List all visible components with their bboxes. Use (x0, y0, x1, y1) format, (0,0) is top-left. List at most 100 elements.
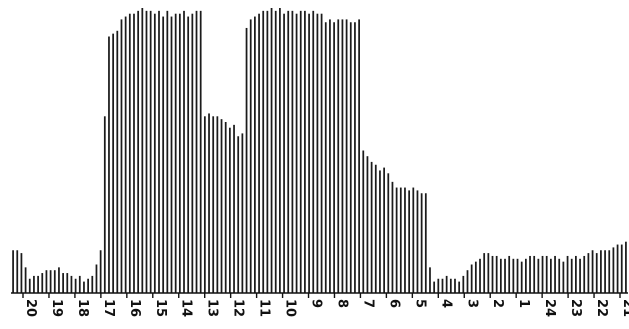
bar-127 (541, 255, 544, 293)
bar-123 (524, 258, 527, 293)
bar-146 (620, 244, 623, 293)
bar-129 (550, 258, 552, 293)
bar-25 (116, 30, 119, 294)
bar-110 (470, 264, 473, 293)
bar-20 (95, 264, 98, 293)
bar-118 (504, 258, 506, 293)
bar-46 (203, 116, 206, 293)
tick-label-20: 20 (23, 299, 38, 317)
bar-42 (187, 16, 190, 294)
bar-8 (45, 270, 48, 293)
bar-111 (474, 261, 477, 293)
x-axis-ticks (22, 293, 621, 298)
x-axis-tick-labels: 20 19 18 17 16 15 14 13 12 11 10 9 8 7 6 5 4 3 2 1 24 23 22 21 (23, 299, 629, 317)
bar-51 (224, 122, 227, 293)
bar-66 (287, 10, 290, 293)
bar-77 (333, 22, 335, 293)
bar-11 (58, 267, 60, 293)
bar-27 (124, 16, 127, 294)
bar-16 (78, 275, 81, 293)
bar-71 (308, 13, 310, 293)
bar-40 (178, 13, 181, 293)
bar-136 (579, 258, 581, 293)
bar-103 (441, 278, 444, 293)
bar-5 (33, 275, 35, 293)
bar-132 (562, 261, 565, 293)
bar-89 (383, 167, 385, 293)
bar-33 (149, 10, 152, 293)
bar-24 (112, 33, 115, 294)
tick-label-17: 17 (101, 299, 116, 317)
bar-36 (162, 16, 165, 294)
tick-label-1: 1 (516, 299, 531, 308)
bar-107 (458, 281, 461, 293)
bar-23 (108, 36, 110, 293)
bar-86 (370, 161, 373, 293)
bar-59 (258, 13, 260, 293)
tick-label-4: 4 (438, 299, 453, 308)
bar-101 (433, 281, 436, 293)
bar-41 (183, 10, 185, 293)
bar-30 (137, 10, 140, 293)
bar-0 (12, 250, 14, 293)
bar-39 (174, 13, 177, 293)
bar-133 (566, 255, 569, 293)
bar-81 (349, 22, 352, 293)
bar-31 (141, 8, 144, 293)
bar-57 (249, 19, 252, 294)
bar-61 (266, 10, 269, 293)
bar-21 (99, 250, 102, 293)
bar-44 (195, 10, 198, 293)
tick-label-8: 8 (334, 299, 349, 308)
bar-108 (462, 275, 465, 293)
bar-120 (512, 258, 515, 293)
bar-85 (366, 156, 369, 293)
bar-53 (233, 124, 235, 293)
bar-29 (133, 13, 135, 293)
bar-14 (70, 275, 73, 293)
bar-119 (508, 255, 511, 293)
tick-label-18: 18 (75, 299, 90, 317)
bar-121 (516, 258, 519, 293)
bar-144 (612, 247, 615, 293)
bar-12 (62, 273, 64, 293)
bar-87 (374, 164, 377, 293)
bar-106 (454, 278, 456, 293)
bar-63 (274, 10, 277, 293)
bar-52 (228, 127, 231, 293)
bar-54 (237, 136, 240, 293)
bar-128 (545, 255, 548, 293)
bar-74 (320, 13, 323, 293)
bar-130 (554, 255, 556, 293)
tick-label-19: 19 (49, 299, 64, 317)
bar-48 (212, 116, 215, 293)
bar-45 (199, 10, 202, 293)
bar-142 (604, 250, 606, 293)
bar-131 (558, 258, 561, 293)
tick-label-12: 12 (231, 299, 246, 317)
tick-label-22: 22 (594, 299, 609, 317)
bars-group (12, 8, 627, 294)
bar-88 (379, 170, 381, 293)
bar-10 (53, 270, 56, 293)
bar-116 (495, 255, 498, 293)
tick-label-10: 10 (283, 299, 298, 317)
bar-139 (591, 250, 594, 293)
tick-label-11: 11 (257, 299, 272, 317)
bar-55 (241, 133, 244, 293)
bar-50 (220, 119, 223, 294)
tick-label-21: 21 (620, 299, 629, 317)
bar-22 (103, 116, 106, 293)
tick-label-6: 6 (386, 299, 401, 308)
tick-label-2: 2 (490, 299, 505, 308)
bar-32 (145, 10, 148, 293)
bar-99 (424, 193, 427, 293)
bar-92 (395, 187, 398, 293)
bar-90 (387, 173, 390, 293)
bar-102 (437, 278, 440, 293)
bar-79 (341, 19, 344, 294)
bar-72 (312, 10, 315, 293)
bar-38 (170, 16, 173, 294)
bar-76 (329, 19, 331, 294)
